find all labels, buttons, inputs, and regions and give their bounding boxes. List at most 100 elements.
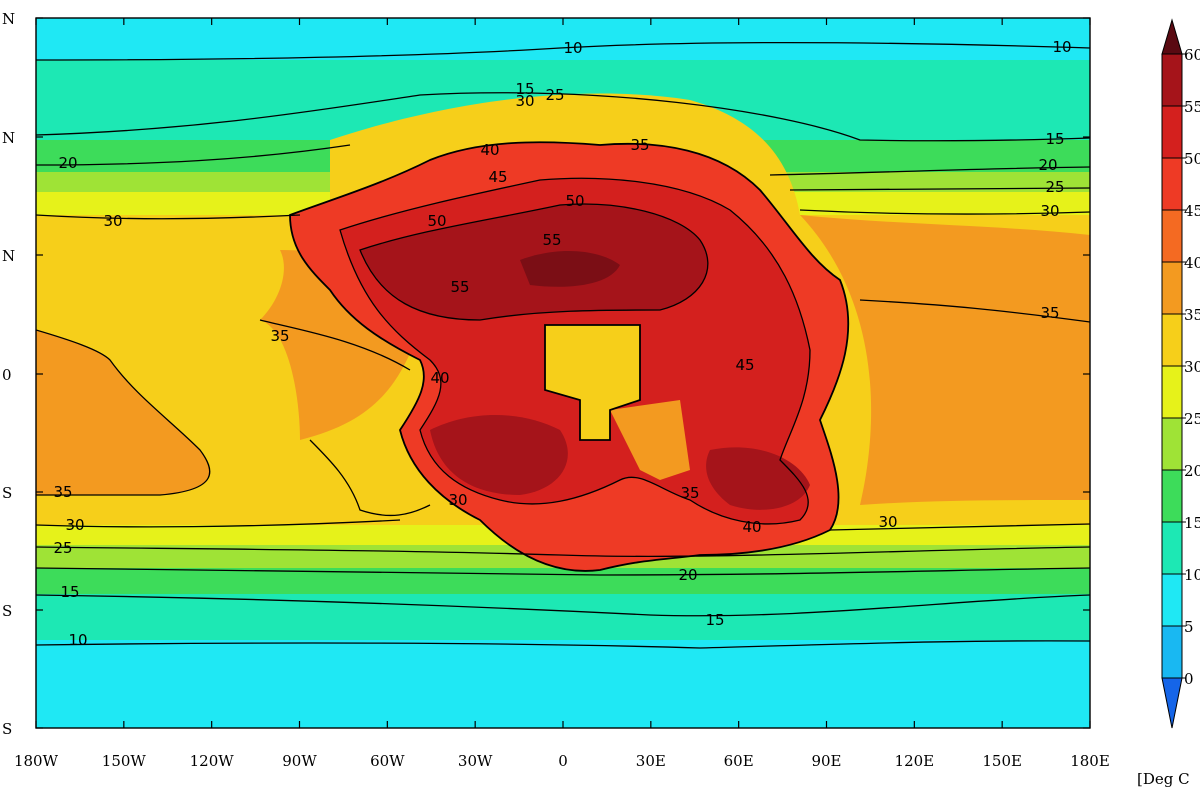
contour-20-north <box>36 144 1090 176</box>
ocean-35-west <box>36 330 210 495</box>
colorbar-box <box>1161 313 1183 367</box>
contour-label: 25 <box>53 539 72 557</box>
coastline <box>289 141 850 572</box>
contour-label: 35 <box>1040 304 1059 322</box>
colorbar-tick-label: 15 <box>1184 514 1200 532</box>
colorbar-bottom-arrow <box>1161 677 1183 729</box>
colorbar-box <box>1161 417 1183 471</box>
longitude-label: 60E <box>724 752 754 770</box>
contour-label: 15 <box>705 611 724 629</box>
contour-label: 45 <box>735 356 754 374</box>
colorbar-top-arrow <box>1161 18 1183 55</box>
colorbar-tick-label: 5 <box>1184 618 1194 636</box>
colorbar-tick-label: 55 <box>1184 98 1200 116</box>
contour-lines <box>36 42 1090 649</box>
contour-label: 35 <box>680 484 699 502</box>
contour-label: 15 <box>515 80 534 98</box>
contour-labels: 10 10 15 15 20 20 25 25 30 30 30 35 35 35 45 50 50 55 55 40… <box>53 38 1071 649</box>
colorbar-box <box>1161 365 1183 419</box>
band-cold-south <box>36 640 1090 728</box>
contour-label: 20 <box>58 154 77 172</box>
contour-label: 25 <box>1045 178 1064 196</box>
latitude-label: S <box>2 720 12 738</box>
colorbar-box <box>1161 573 1183 627</box>
longitude-label: 30W <box>458 752 493 770</box>
longitude-label: 120W <box>190 752 235 770</box>
contour-label: 35 <box>270 327 289 345</box>
continent-55-southwest <box>430 415 568 495</box>
contour-label: 10 <box>68 631 87 649</box>
colorbar-tick-label: 40 <box>1184 254 1200 272</box>
colorbar <box>1161 18 1183 729</box>
contour-label: 35 <box>53 483 72 501</box>
contour-15-north <box>36 92 1090 142</box>
colorbar-box <box>1161 105 1183 159</box>
contour-20-south <box>36 567 1090 576</box>
colorbar-box <box>1161 261 1183 315</box>
latitude-label: N <box>2 129 15 147</box>
continent-55-southeast <box>706 447 810 510</box>
latitude-label: S <box>2 484 12 502</box>
longitude-label: 90W <box>282 752 317 770</box>
longitude-label: 0 <box>558 752 568 770</box>
colorbar-tick-label: 10 <box>1184 566 1200 584</box>
colorbar-tick-label: 20 <box>1184 462 1200 480</box>
contour-label: 10 <box>563 39 582 57</box>
contour-45 <box>339 177 811 525</box>
longitude-label: 30E <box>636 752 666 770</box>
contour-label: 55 <box>450 278 469 296</box>
contour-label: 10 <box>1052 38 1071 56</box>
contour-25-north <box>789 187 1090 191</box>
colorbar-units: [Deg C <box>1137 770 1190 788</box>
latitude-labels: N N N 0 S S S <box>2 10 15 738</box>
contour-label: 25 <box>545 86 564 104</box>
colorbar-box <box>1161 521 1183 575</box>
band-15-south <box>36 568 1090 596</box>
inland-bay <box>610 400 690 480</box>
contour-50 <box>359 203 709 321</box>
latitude-label: 0 <box>2 366 12 384</box>
colorbar-tick-label: 60 <box>1184 46 1200 64</box>
contour-label: 30 <box>1040 202 1059 220</box>
contour-label: 55 <box>542 231 561 249</box>
longitude-label: 60W <box>370 752 405 770</box>
contour-label: 40 <box>742 518 761 536</box>
continent-60-core <box>520 250 620 287</box>
contour-label: 15 <box>1045 130 1064 148</box>
inland-sea <box>545 325 640 440</box>
contour-label: 30 <box>448 491 467 509</box>
colorbar-tick-label: 30 <box>1184 358 1200 376</box>
colorbar-box <box>1161 625 1183 679</box>
colorbar-tick-label: 45 <box>1184 202 1200 220</box>
longitude-label: 180W <box>14 752 59 770</box>
contour-label: 15 <box>60 583 79 601</box>
latitude-label: N <box>2 247 15 265</box>
colorbar-box <box>1161 209 1183 263</box>
colorbar-tick-label: 50 <box>1184 150 1200 168</box>
contour-label: 50 <box>565 192 584 210</box>
longitude-label: 90E <box>811 752 841 770</box>
contour-label: 30 <box>515 92 534 110</box>
colorbar-box <box>1161 157 1183 211</box>
contour-10-north <box>36 42 1090 61</box>
longitude-label: 150E <box>982 752 1022 770</box>
longitude-label: 120E <box>895 752 935 770</box>
contour-label: 40 <box>480 141 499 159</box>
colorbar-tick-label: 0 <box>1184 670 1194 688</box>
colorbar-box <box>1161 469 1183 523</box>
contour-35-west <box>36 329 211 496</box>
contour-label: 40 <box>430 369 449 387</box>
colorbar-tick-label: 25 <box>1184 410 1200 428</box>
contour-label: 30 <box>103 212 122 230</box>
temperature-field: 10 10 15 15 20 20 25 25 30 30 30 35 35 35 45 50 50 55 55 40… <box>36 18 1090 728</box>
contour-label: 30 <box>65 516 84 534</box>
axis-ticks <box>35 17 1091 729</box>
contour-35-central <box>259 319 431 517</box>
contour-25-south <box>36 546 1090 558</box>
longitude-label: 150W <box>102 752 147 770</box>
contour-label: 45 <box>488 168 507 186</box>
contour-label: 30 <box>878 513 897 531</box>
contour-10-south <box>36 640 1090 649</box>
contour-label: 35 <box>630 136 649 154</box>
